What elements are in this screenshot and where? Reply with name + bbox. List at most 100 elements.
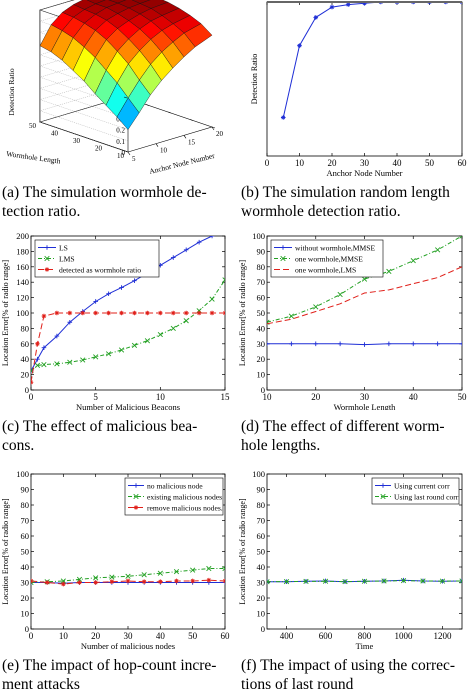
chart-c-series-0-point bbox=[223, 228, 228, 231]
chart-b-panel: 0 10 20 30 40 50 60 Anchor Node Number Detection… bbox=[237, 0, 474, 180]
chart-c-series-0-point bbox=[119, 285, 124, 290]
chart-e: 0 10 20 30 40 50 60 0 10 20 30 40 50 60 70 80 90 100 Numbe… bbox=[1, 469, 230, 650]
chart-d-series-1-point bbox=[313, 304, 319, 310]
chart-e-series-2-point bbox=[174, 578, 179, 584]
chart-f-legend: Using current corr Using last round corr bbox=[371, 477, 460, 505]
chart-a-x-axis-label: Anchor Node Number bbox=[148, 151, 216, 176]
chart-d-series-1-point bbox=[288, 313, 294, 319]
chart-c-legend-marker bbox=[44, 245, 50, 250]
chart-d-series-1-point bbox=[410, 258, 416, 264]
chart-f-legend-label: Using current corr bbox=[394, 481, 450, 490]
chart-d-series-0-point bbox=[362, 342, 367, 347]
chart-c-series-2-point bbox=[158, 310, 163, 316]
chart-f-y-tick-label: 100 bbox=[252, 469, 265, 479]
chart-b: 0 10 20 30 40 50 60 Anchor Node Number Detection… bbox=[250, 1, 468, 178]
chart-e-y-tick-label: 0 bbox=[25, 624, 29, 634]
chart-b-x-axis-label: Anchor Node Number bbox=[326, 168, 402, 178]
caption-d-line-2: hole lengths. bbox=[241, 437, 321, 454]
chart-e-y-tick-label: 20 bbox=[21, 593, 30, 603]
chart-e-series-2-point bbox=[44, 580, 50, 585]
chart-e-x-tick-label: 60 bbox=[221, 631, 231, 641]
chart-c-series-1-point bbox=[34, 362, 41, 368]
chart-b-x-tick-label: 60 bbox=[458, 158, 468, 168]
chart-c-series-2-point bbox=[209, 310, 215, 316]
chart-e-series-1-point bbox=[173, 569, 180, 575]
chart-a-x-tick bbox=[183, 135, 187, 139]
chart-f-y-tick-label: 30 bbox=[257, 578, 266, 588]
chart-d-y-tick-label: 80 bbox=[257, 262, 266, 272]
chart-c-series-2-point bbox=[54, 310, 60, 316]
chart-c-legend-label: LS bbox=[59, 243, 68, 252]
chart-c-series-1-point bbox=[131, 342, 138, 348]
chart-c-series-2-point bbox=[41, 313, 47, 319]
chart-d-y-axis-label: Location Error[% of radio range] bbox=[238, 260, 247, 367]
chart-a-surface-patch bbox=[131, 0, 151, 4]
chart-b-series-0-point bbox=[329, 4, 335, 10]
chart-f: 400 600 800 1000 1200 0 10 20 30 40 50 60 70 80 90 100 T… bbox=[238, 469, 463, 650]
chart-b-series-group bbox=[280, 2, 462, 120]
chart-c-series-1-point bbox=[170, 325, 176, 332]
chart-a-y-tick-label: 20 bbox=[95, 145, 103, 153]
chart-c-series-0-point bbox=[183, 247, 189, 253]
chart-e-series-2-point bbox=[158, 579, 163, 585]
chart-c-series-1-point bbox=[80, 357, 86, 363]
chart-f-series-group bbox=[267, 577, 462, 585]
chart-d-legend-marker bbox=[280, 255, 286, 262]
chart-f-y-tick-label: 50 bbox=[257, 547, 266, 557]
chart-d-x-tick-label: 50 bbox=[458, 392, 468, 402]
chart-f-series-1-point bbox=[400, 578, 407, 584]
chart-c-series-1-line bbox=[31, 279, 225, 372]
chart-a-z-tick-label: 0.1 bbox=[116, 138, 125, 146]
chart-e-series-2-point bbox=[222, 578, 225, 584]
chart-d-series-0-point bbox=[289, 341, 294, 347]
chart-c-x-axis-label: Number of Malicious Beacons bbox=[76, 402, 180, 410]
chart-a-z-grid bbox=[39, 74, 129, 130]
chart-d-series-0-point bbox=[410, 341, 416, 347]
chart-c-y-tick-label: 140 bbox=[16, 277, 29, 287]
chart-c-y-tick-label: 60 bbox=[21, 339, 30, 349]
chart-f-legend-label: Using last round corr bbox=[394, 492, 459, 501]
chart-a-plot-area: 00.10.20.30.40.50.60.70.80.9151015201020… bbox=[6, 0, 224, 176]
chart-d-y-tick-label: 20 bbox=[257, 354, 266, 364]
chart-d-legend-marker bbox=[280, 245, 286, 250]
chart-c-y-axis-label: Location Error[% of radio range] bbox=[1, 260, 10, 367]
chart-c-series-0-point bbox=[35, 356, 40, 362]
chart-c-series-1-point bbox=[183, 318, 189, 324]
caption-a-line-1: (a) The simulation wormhole de- bbox=[2, 184, 207, 201]
chart-f-y-tick-label: 70 bbox=[257, 516, 266, 526]
chart-a-z-tick-label: 0.2 bbox=[116, 127, 125, 135]
chart-c-series-2-point bbox=[67, 310, 73, 316]
chart-b-series-0-point bbox=[280, 115, 286, 120]
chart-f-y-tick-label: 0 bbox=[261, 624, 265, 634]
chart-b-series-0-point bbox=[297, 43, 302, 48]
chart-c-series-2-point bbox=[132, 310, 137, 316]
chart-a-z-tick-label: 0 bbox=[122, 149, 126, 157]
chart-d: 10 20 30 40 500102030405060708090100Wormhole… bbox=[238, 231, 468, 410]
chart-e-y-tick-label: 30 bbox=[21, 578, 30, 588]
chart-c-y-tick-label: 20 bbox=[21, 370, 30, 380]
chart-d-panel: 10 20 30 40 50 0 10 20 30 40 50 60 70 80 90 100 Wormhole… bbox=[237, 228, 474, 410]
chart-b-x-tick-label: 30 bbox=[360, 158, 370, 168]
chart-b-series-0-point bbox=[345, 2, 351, 7]
chart-d-legend-label: without wormhole,MMSE bbox=[295, 243, 376, 252]
chart-c-panel: 0 5 10 15 0 20 40 60 80 100 120 140 160 180 200 Number … bbox=[0, 228, 237, 410]
chart-a-z-grid bbox=[39, 85, 129, 141]
chart-c-series-2-point bbox=[35, 341, 40, 347]
chart-e-plot-area: 0 10 20 30 40 50 60 0 10 20 30 40 50 60 70 80 90 100 Numbe… bbox=[1, 469, 230, 650]
chart-d-y-tick-label: 70 bbox=[257, 277, 266, 287]
chart-e-series-2-point bbox=[125, 578, 131, 584]
chart-e-series-1-point bbox=[206, 565, 212, 572]
chart-c: 0 5 10 15 0 20 40 60 80 100 120 140 160 180 200 Number … bbox=[1, 228, 230, 410]
chart-d-x-tick-label: 10 bbox=[263, 392, 273, 402]
chart-f-series-1-point bbox=[267, 579, 270, 585]
chart-a: 00.10.20.30.40.50.60.70.80.9151015201020… bbox=[6, 0, 224, 176]
chart-e-x-tick-label: 40 bbox=[156, 631, 166, 641]
chart-e-series-2-point bbox=[61, 581, 66, 587]
chart-e-legend-label: no malicious node bbox=[147, 481, 203, 490]
chart-c-y-tick-label: 0 bbox=[25, 385, 29, 395]
chart-e-legend-marker bbox=[133, 483, 139, 488]
chart-a-y-tick bbox=[211, 126, 216, 129]
chart-e-x-tick-label: 50 bbox=[188, 631, 198, 641]
chart-d-series-1-point bbox=[361, 276, 368, 282]
chart-f-x-tick-label: 1200 bbox=[434, 631, 453, 641]
